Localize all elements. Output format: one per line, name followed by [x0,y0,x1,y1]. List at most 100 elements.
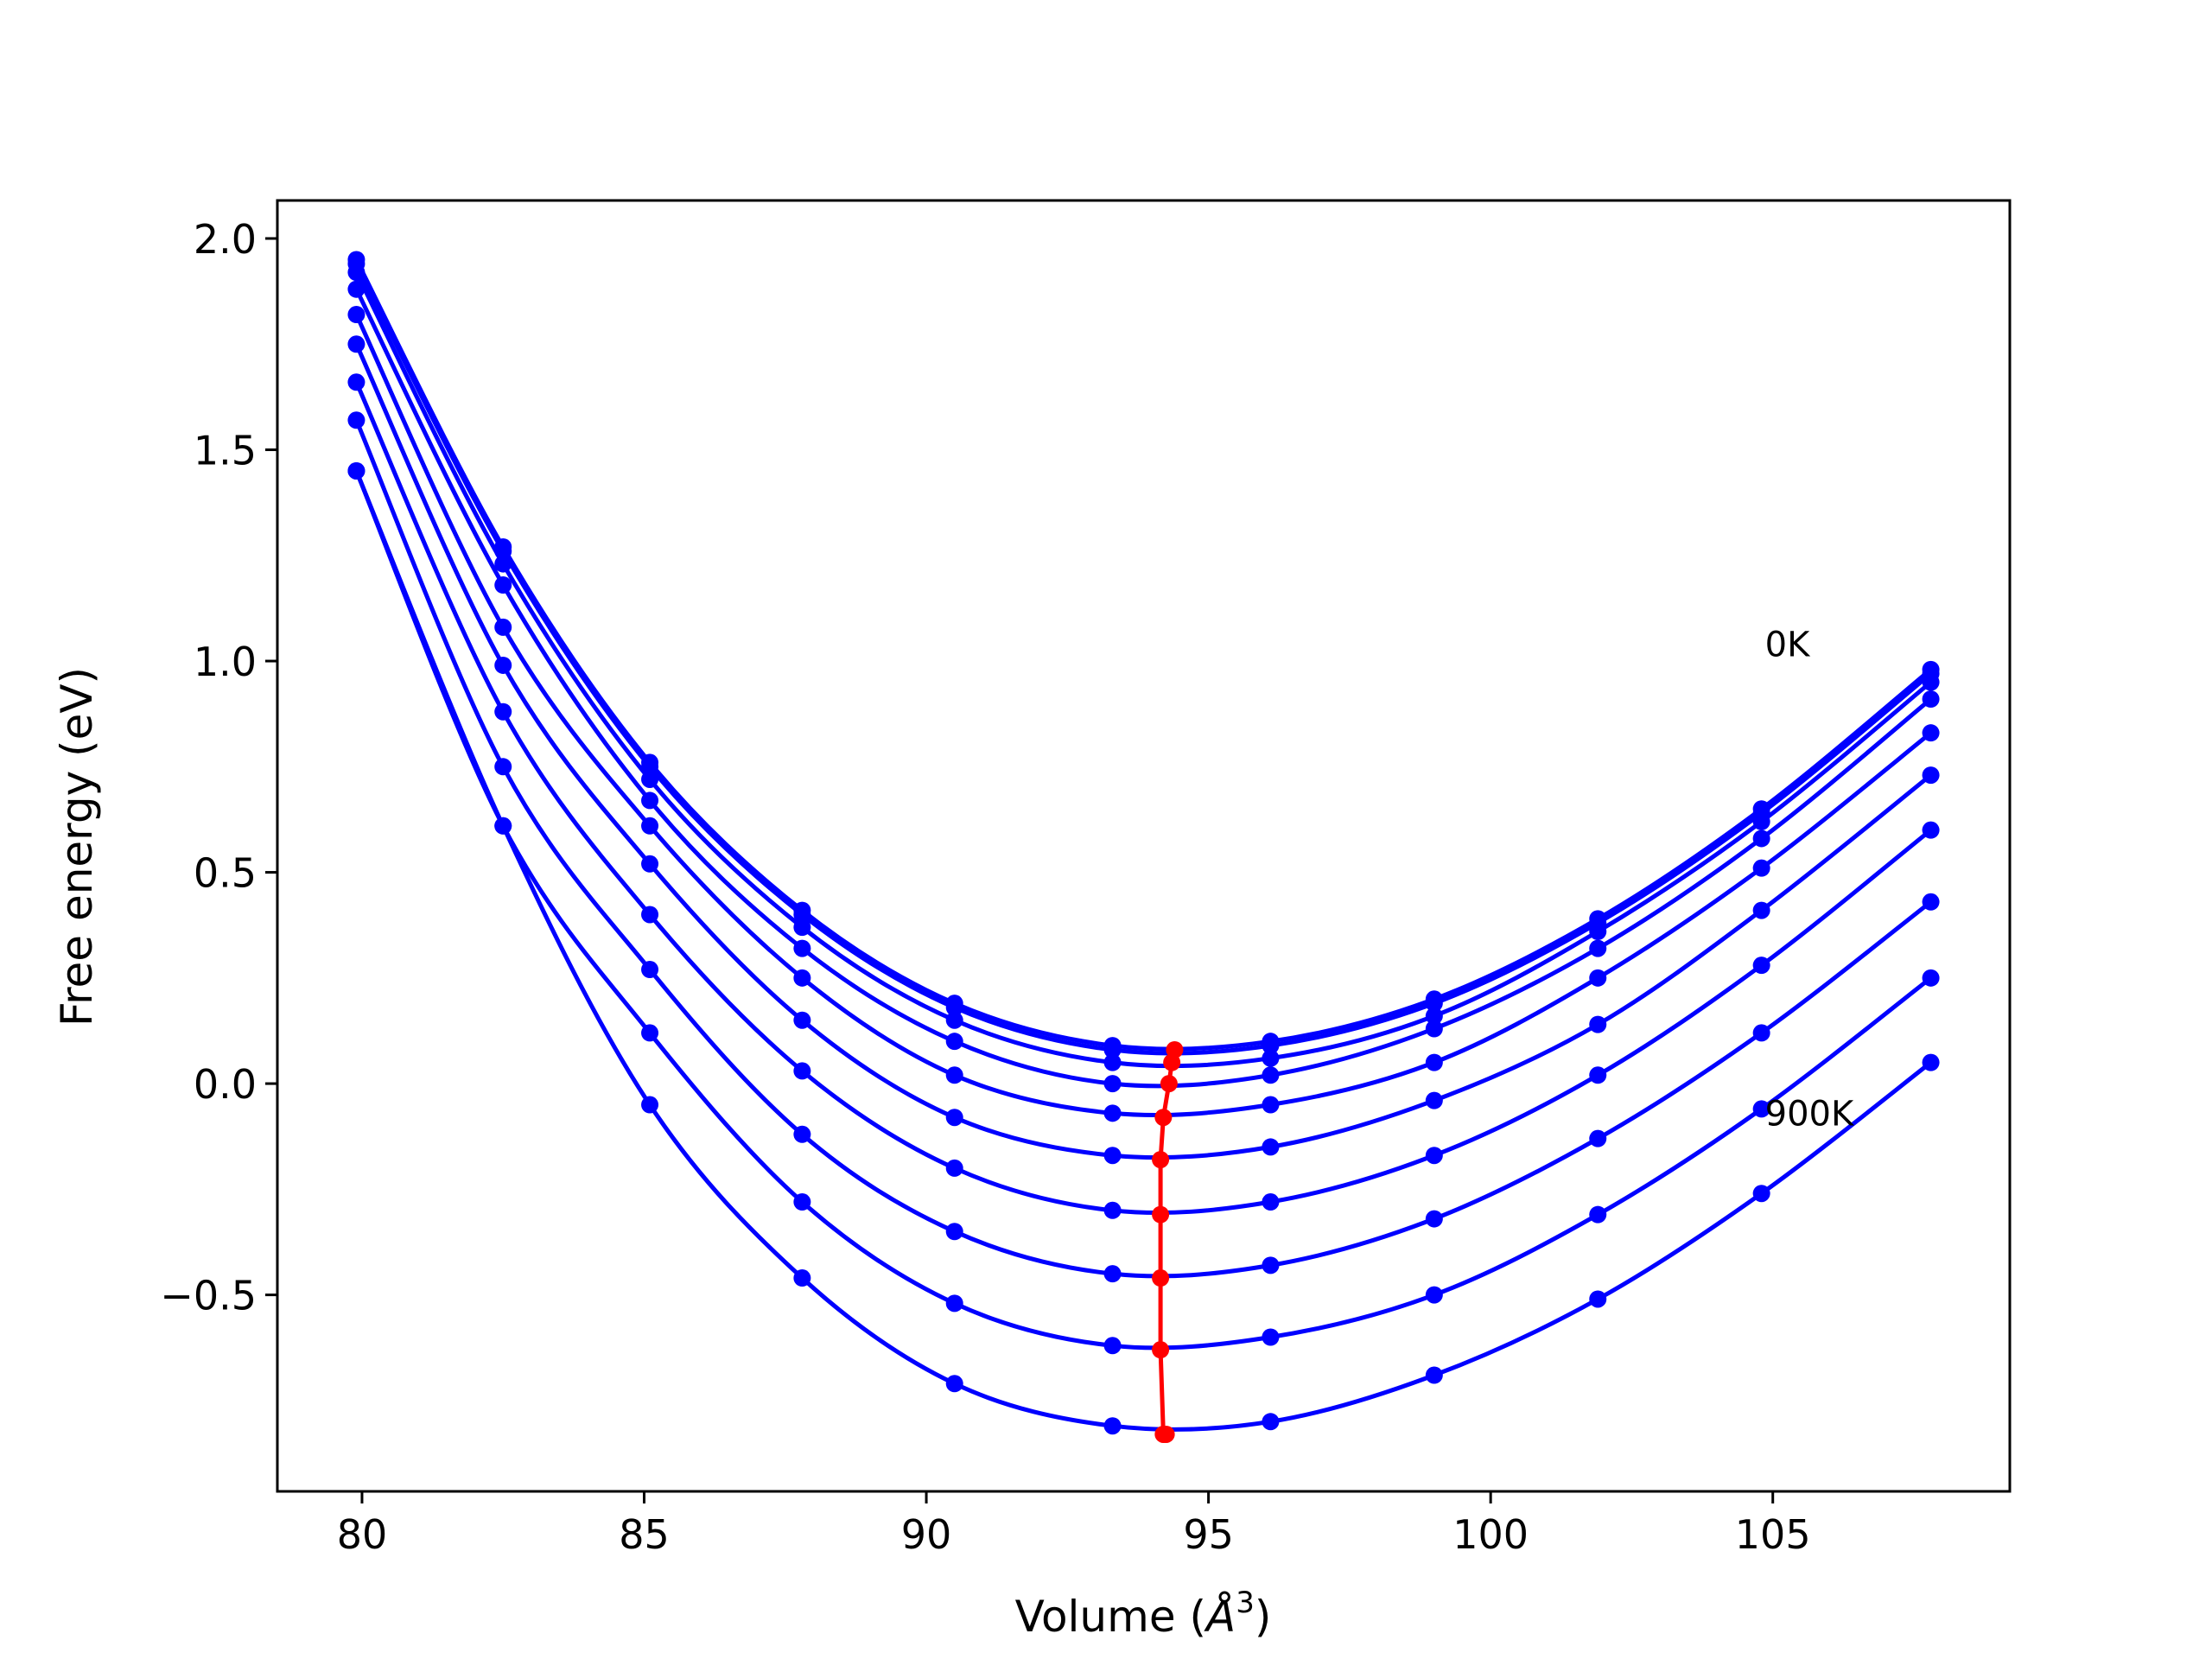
equilibrium-volume-point [1163,1053,1181,1071]
series-line-800K [354,470,1933,1351]
data-point-800K [1922,969,1940,987]
data-point-900K [1425,1366,1443,1384]
data-point-400K [1752,859,1770,877]
data-point-600K [347,373,365,391]
annotation-label: 0K [1765,625,1811,664]
data-point-200K [1589,923,1607,941]
data-point-600K [494,702,512,721]
data-point-800K [1103,1337,1122,1355]
data-point-900K [1752,1185,1770,1203]
data-point-300K [494,576,512,594]
data-point-600K [793,1062,811,1080]
series-line-600K [354,381,1933,1216]
data-point-700K [1752,1024,1770,1042]
equilibrium-volume-point [1160,1075,1178,1093]
x-tick-label: 90 [901,1511,952,1558]
data-point-200K [945,1011,963,1029]
data-point-300K [1425,1020,1443,1038]
axes-frame [276,199,2012,1493]
x-axis-ticks: 80 85 90 95 100 105 [337,1491,1811,1558]
series-lines [354,258,1933,1432]
x-tick-label: 95 [1183,1511,1234,1558]
data-point-300K [1752,830,1770,848]
data-point-700K [641,961,659,979]
y-axis-label: Free energy (eV) [52,667,102,1027]
data-point-500K [1922,766,1940,785]
data-point-700K [1589,1129,1607,1147]
data-point-300K [1589,939,1607,957]
data-point-200K [1425,1007,1443,1025]
plot-area [347,251,1940,1443]
data-point-100K [1103,1040,1122,1058]
data-point-200K [641,770,659,788]
data-point-400K [1262,1096,1280,1114]
series-line-500K [354,343,1933,1160]
data-point-200K [1752,812,1770,830]
equilibrium-volume-point [1152,1151,1170,1169]
data-point-500K [945,1109,963,1127]
series-line-900K [354,470,1933,1432]
data-point-300K [793,939,811,957]
data-point-800K [1425,1286,1443,1304]
data-point-100K [793,906,811,924]
x-tick-label: 100 [1452,1511,1529,1558]
x-axis-label: Volume (Å3) [1015,1586,1272,1642]
equilibrium-volume-point [1152,1341,1170,1359]
y-tick-label: −0.5 [160,1273,257,1319]
data-point-700K [1103,1265,1122,1283]
data-point-300K [945,1033,963,1051]
data-point-900K [1589,1290,1607,1308]
data-point-600K [1262,1193,1280,1211]
data-point-600K [641,906,659,924]
data-point-900K [1922,1053,1940,1071]
data-point-900K [1262,1413,1280,1431]
series-points [347,251,1940,1435]
data-point-300K [1103,1075,1122,1093]
data-point-500K [793,1011,811,1029]
data-point-800K [1262,1328,1280,1346]
data-point-100K [1262,1037,1280,1055]
data-point-700K [494,758,512,776]
data-point-500K [1752,901,1770,919]
series-line-200K [354,270,1933,1069]
data-point-900K [347,461,365,480]
data-point-400K [1922,724,1940,742]
y-axis-ticks: 2.0 1.5 1.0 0.5 0.0 −0.5 [160,216,277,1319]
data-point-800K [945,1294,963,1313]
y-tick-label: 0.5 [194,850,257,897]
data-point-200K [494,555,512,573]
data-point-400K [494,618,512,636]
data-point-600K [1752,957,1770,975]
data-point-200K [1922,673,1940,691]
y-tick-label: 1.5 [194,428,257,474]
data-point-100K [945,999,963,1017]
data-point-800K [1752,1100,1770,1118]
data-point-800K [1589,1205,1607,1224]
data-point-700K [1425,1210,1443,1228]
data-point-100K [641,758,659,776]
data-point-600K [1103,1201,1122,1219]
data-point-600K [1425,1147,1443,1165]
data-point-200K [347,264,365,282]
x-tick-label: 105 [1735,1511,1811,1558]
y-tick-label: 1.0 [194,639,257,685]
data-point-700K [793,1125,811,1143]
series-line-300K [354,288,1933,1089]
data-point-900K [641,1096,659,1114]
data-point-400K [793,969,811,987]
data-point-500K [1103,1147,1122,1165]
series-line-700K [354,419,1933,1279]
annotations: 0K 900K [1765,625,1855,1134]
data-point-200K [1103,1053,1122,1071]
data-point-300K [347,280,365,298]
data-point-700K [945,1223,963,1241]
y-tick-label: 0.0 [194,1061,257,1108]
x-axis-label-text: Volume ( [1015,1592,1206,1642]
data-point-400K [641,817,659,835]
data-point-600K [1922,821,1940,839]
series-line-0K [354,258,1933,1052]
data-point-300K [1922,690,1940,709]
data-point-900K [793,1269,811,1287]
equilibrium-volume-point [1157,1425,1175,1443]
